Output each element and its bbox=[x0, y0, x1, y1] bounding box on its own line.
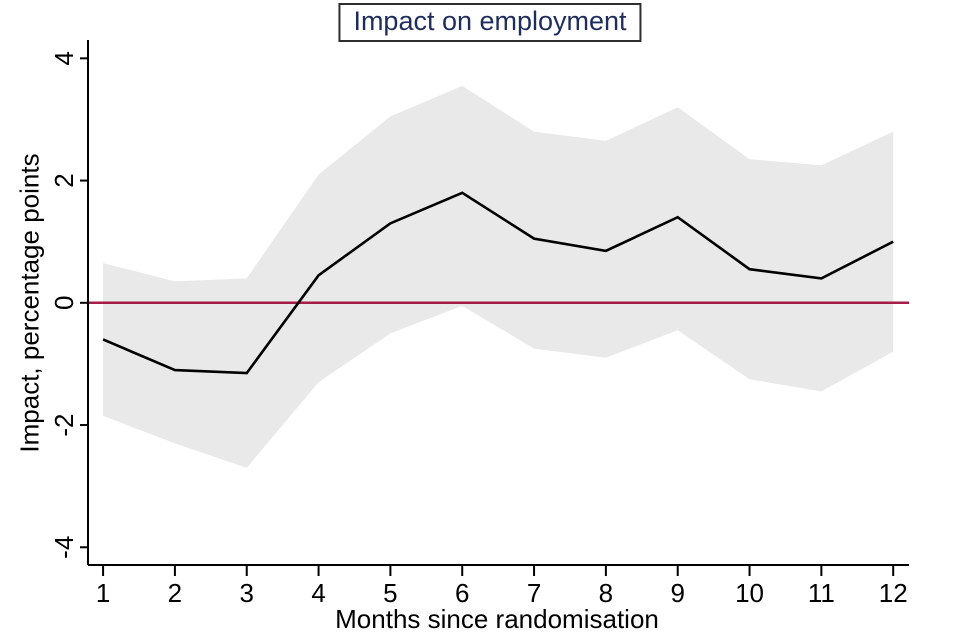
x-tick-label: 9 bbox=[670, 578, 684, 608]
x-axis-label: Months since randomisation bbox=[335, 604, 659, 634]
x-tick-label: 12 bbox=[879, 578, 908, 608]
y-tick-label: -2 bbox=[49, 413, 79, 436]
y-axis-label: Impact, percentage points bbox=[14, 153, 45, 453]
x-tick-label: 6 bbox=[455, 578, 469, 608]
chart-title: Impact on employment bbox=[338, 3, 642, 42]
x-tick-label: 11 bbox=[808, 578, 835, 608]
confidence-band bbox=[103, 85, 894, 468]
impact-line bbox=[102, 191, 894, 375]
y-tick-label: 0 bbox=[49, 296, 79, 310]
x-tick-label: 4 bbox=[311, 578, 325, 608]
y-tick-label: -4 bbox=[49, 536, 79, 559]
x-tick-label: 8 bbox=[599, 578, 613, 608]
x-tick-label: 3 bbox=[240, 578, 254, 608]
x-tick-label: 10 bbox=[735, 578, 764, 608]
x-tick-label: 5 bbox=[383, 578, 397, 608]
x-tick-label: 7 bbox=[527, 578, 541, 608]
x-tick-label: 2 bbox=[168, 578, 182, 608]
x-tick-label: 1 bbox=[96, 578, 110, 608]
y-tick-label: 2 bbox=[49, 173, 79, 187]
y-tick-label: 4 bbox=[49, 51, 79, 65]
